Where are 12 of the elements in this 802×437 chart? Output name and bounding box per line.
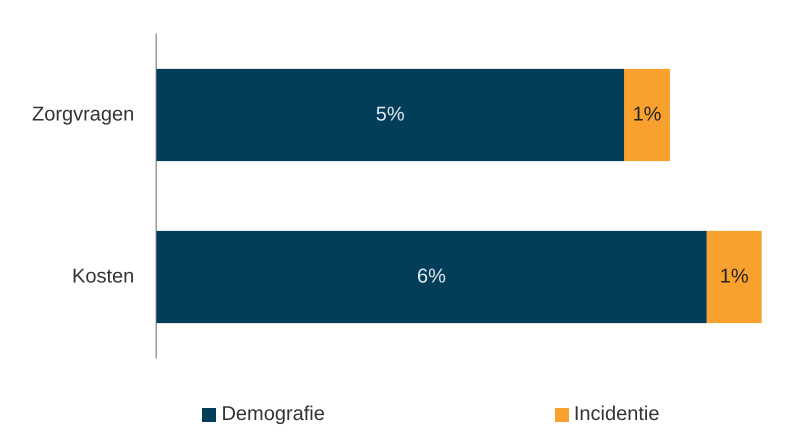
bar	[624, 68, 670, 162]
data-label: 1%	[632, 104, 662, 126]
data-label: 5%	[376, 104, 405, 126]
bar	[156, 230, 707, 324]
data-label: 6%	[417, 266, 446, 288]
bar	[706, 230, 762, 324]
y-tick-label: Zorgvragen	[32, 104, 134, 126]
y-tick-label: Kosten	[72, 266, 134, 288]
bar	[156, 68, 624, 162]
data-label: 1%	[720, 266, 749, 288]
legend-label: Demografie	[221, 403, 325, 426]
legend-label: Incidentie	[574, 403, 660, 426]
